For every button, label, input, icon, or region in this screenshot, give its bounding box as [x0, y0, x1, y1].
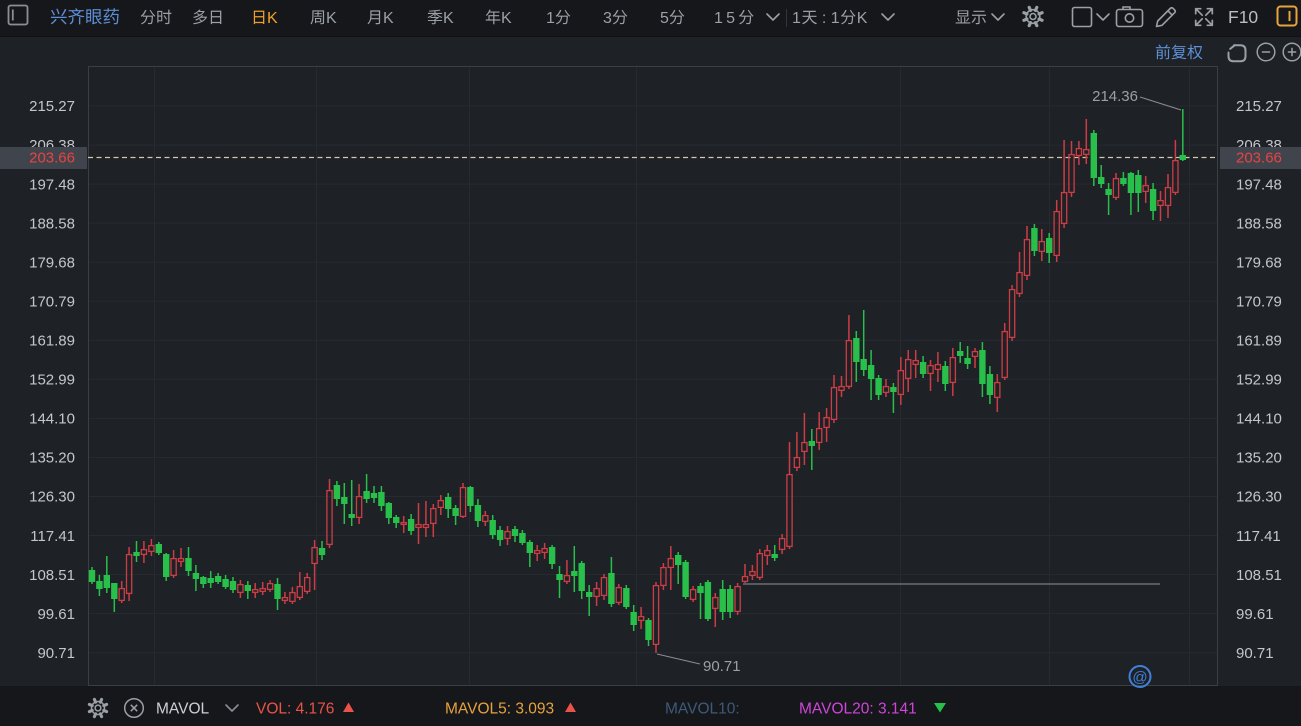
- svg-text:MAVOL: MAVOL: [156, 701, 209, 718]
- svg-text:108.51: 108.51: [29, 567, 75, 584]
- svg-text:197.48: 197.48: [29, 176, 75, 193]
- svg-text:99.61: 99.61: [1236, 606, 1274, 623]
- svg-text:90.71: 90.71: [1236, 645, 1274, 662]
- svg-text:90.71: 90.71: [703, 658, 741, 675]
- svg-text:1: 1: [546, 10, 555, 27]
- svg-text:F10: F10: [1228, 7, 1258, 27]
- svg-text:203.66: 203.66: [1236, 150, 1282, 167]
- svg-text:3: 3: [603, 10, 612, 27]
- svg-text:179.68: 179.68: [29, 254, 75, 271]
- svg-text:144.10: 144.10: [1236, 411, 1282, 428]
- svg-text:15: 15: [714, 10, 738, 27]
- svg-text:170.79: 170.79: [29, 293, 75, 310]
- svg-text:108.51: 108.51: [1236, 567, 1282, 584]
- svg-text:99.61: 99.61: [37, 606, 75, 623]
- svg-text:MAVOL10:: MAVOL10:: [665, 701, 740, 718]
- svg-text:K: K: [501, 10, 512, 27]
- svg-text:126.30: 126.30: [1236, 489, 1282, 506]
- svg-text:K: K: [326, 10, 337, 27]
- svg-text:@: @: [1132, 669, 1147, 686]
- svg-text:117.41: 117.41: [30, 528, 75, 545]
- svg-text:VOL: 4.176: VOL: 4.176: [256, 701, 334, 718]
- svg-text:179.68: 179.68: [1236, 254, 1282, 271]
- svg-text:MAVOL20: 3.141: MAVOL20: 3.141: [799, 701, 917, 718]
- svg-text:170.79: 170.79: [1236, 293, 1282, 310]
- svg-text:152.99: 152.99: [29, 372, 75, 389]
- svg-text:135.20: 135.20: [1236, 450, 1282, 467]
- svg-text:135.20: 135.20: [29, 450, 75, 467]
- svg-text:: 1: : 1: [818, 10, 840, 27]
- svg-text:161.89: 161.89: [29, 333, 75, 350]
- svg-text:K: K: [857, 10, 868, 27]
- svg-text:K: K: [383, 10, 394, 27]
- svg-text:1: 1: [792, 10, 802, 27]
- svg-text:188.58: 188.58: [1236, 215, 1282, 232]
- svg-text:215.27: 215.27: [1236, 98, 1282, 115]
- svg-text:5: 5: [660, 10, 669, 27]
- svg-text:161.89: 161.89: [1236, 333, 1282, 350]
- svg-text:215.27: 215.27: [29, 98, 75, 115]
- svg-text:203.66: 203.66: [29, 150, 75, 167]
- svg-text:90.71: 90.71: [37, 645, 75, 662]
- svg-text:214.36: 214.36: [1092, 88, 1138, 105]
- svg-text:K: K: [443, 10, 454, 27]
- svg-text:K: K: [267, 10, 278, 27]
- svg-text:197.48: 197.48: [1236, 176, 1282, 193]
- svg-text:152.99: 152.99: [1236, 372, 1282, 389]
- svg-text:188.58: 188.58: [29, 215, 75, 232]
- svg-text:126.30: 126.30: [29, 489, 75, 506]
- svg-text:MAVOL5: 3.093: MAVOL5: 3.093: [445, 701, 554, 718]
- svg-text:144.10: 144.10: [29, 411, 75, 428]
- svg-text:117.41: 117.41: [1236, 528, 1281, 545]
